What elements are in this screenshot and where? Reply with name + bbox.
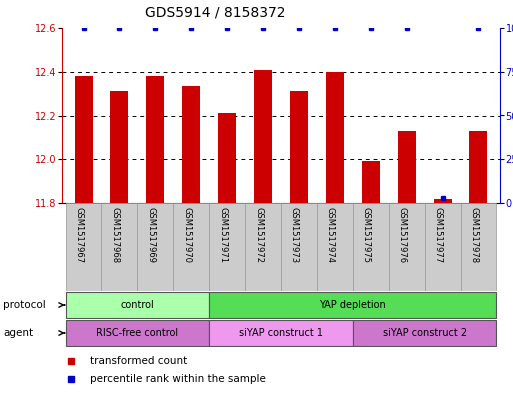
Bar: [66, 292, 209, 318]
Text: GSM1517970: GSM1517970: [182, 206, 191, 263]
Bar: [461, 203, 497, 291]
Text: GSM1517969: GSM1517969: [146, 206, 155, 263]
Text: GSM1517978: GSM1517978: [469, 206, 479, 263]
Bar: [102, 203, 137, 291]
Bar: [433, 198, 451, 203]
Bar: [353, 203, 389, 291]
Bar: [218, 113, 236, 203]
Text: agent: agent: [3, 328, 33, 338]
Text: RISC-free control: RISC-free control: [96, 328, 179, 338]
Bar: [326, 72, 344, 203]
Bar: [425, 203, 461, 291]
Bar: [398, 131, 416, 203]
Text: GSM1517967: GSM1517967: [74, 206, 84, 263]
Bar: [290, 92, 308, 203]
Text: GSM1517975: GSM1517975: [362, 206, 371, 263]
Bar: [317, 203, 353, 291]
Bar: [66, 203, 102, 291]
Bar: [74, 76, 92, 203]
Bar: [254, 70, 272, 203]
Text: GSM1517971: GSM1517971: [218, 206, 227, 263]
Bar: [353, 320, 497, 346]
Text: YAP depletion: YAP depletion: [320, 300, 386, 310]
Bar: [469, 131, 487, 203]
Text: protocol: protocol: [3, 300, 46, 310]
Bar: [389, 203, 425, 291]
Bar: [209, 292, 497, 318]
Text: GSM1517976: GSM1517976: [398, 206, 407, 263]
Bar: [362, 162, 380, 203]
Bar: [209, 320, 353, 346]
Bar: [66, 320, 209, 346]
Bar: [245, 203, 281, 291]
Text: siYAP construct 2: siYAP construct 2: [383, 328, 467, 338]
Bar: [137, 203, 173, 291]
Bar: [110, 92, 128, 203]
Bar: [182, 86, 200, 203]
Text: GDS5914 / 8158372: GDS5914 / 8158372: [145, 6, 286, 20]
Text: GSM1517977: GSM1517977: [433, 206, 443, 263]
Bar: [281, 203, 317, 291]
Bar: [146, 76, 164, 203]
Text: GSM1517974: GSM1517974: [326, 206, 335, 263]
Text: GSM1517972: GSM1517972: [254, 206, 263, 263]
Text: GSM1517973: GSM1517973: [290, 206, 299, 263]
Text: GSM1517968: GSM1517968: [110, 206, 120, 263]
Bar: [173, 203, 209, 291]
Text: siYAP construct 1: siYAP construct 1: [239, 328, 323, 338]
Text: control: control: [121, 300, 154, 310]
Text: percentile rank within the sample: percentile rank within the sample: [90, 374, 266, 384]
Text: transformed count: transformed count: [90, 356, 188, 366]
Bar: [209, 203, 245, 291]
